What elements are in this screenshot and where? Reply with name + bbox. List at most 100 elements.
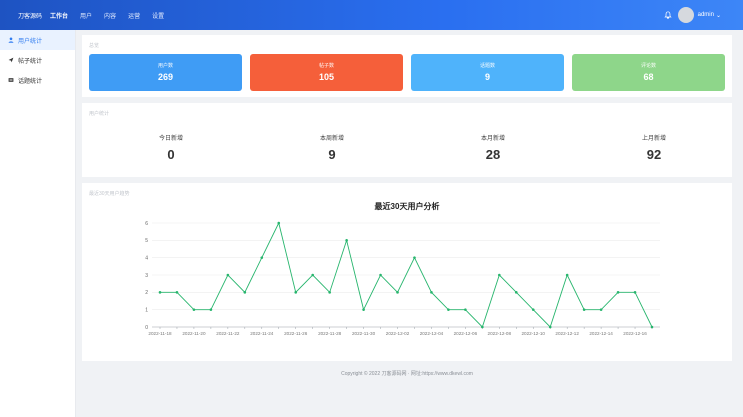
- data-point: [175, 291, 179, 294]
- growth-last-month: 上月新增 92: [594, 133, 714, 162]
- x-tick-label: 2022-11-24: [250, 331, 274, 336]
- top-navbar: 刀客源码 工作台 用户 内容 运营 设置 admin ⌄: [0, 0, 743, 30]
- x-tick-label: 2022-12-08: [488, 331, 512, 336]
- stat-card-users[interactable]: 用户数 269: [89, 54, 242, 91]
- growth-month: 本月新增 28: [433, 133, 553, 162]
- sidebar-item-post-stats[interactable]: 帖子统计: [0, 50, 75, 70]
- y-tick-label: 6: [145, 221, 148, 227]
- x-tick-label: 2022-11-26: [284, 331, 308, 336]
- data-point: [633, 291, 637, 294]
- bell-icon[interactable]: [664, 11, 673, 20]
- growth-label: 本周新增: [319, 136, 344, 142]
- user-growth-panel: 用户统计 今日新增 0 本周新增 9 本月新增 28 上月新增 92: [82, 103, 732, 177]
- trend-panel-title: 最近30天用户趋势: [89, 191, 130, 197]
- growth-value: 92: [646, 147, 662, 162]
- y-tick-label: 3: [145, 273, 148, 279]
- x-tick-label: 2022-12-12: [555, 331, 579, 336]
- stat-card-posts[interactable]: 帖子数 105: [250, 54, 403, 91]
- data-point: [514, 291, 518, 294]
- data-point: [531, 308, 535, 311]
- data-point: [396, 291, 399, 294]
- y-tick-label: 0: [145, 325, 148, 331]
- growth-label: 上月新增: [641, 136, 666, 142]
- sidebar-item-label: 用户统计: [18, 38, 43, 45]
- nav-item-users[interactable]: 用户: [80, 13, 93, 20]
- send-icon: [7, 57, 14, 64]
- line-chart: 0 1 2 3 4 5 6 2022-11-18 2022-11-20 2022-11-22 202…: [145, 221, 660, 336]
- growth-label: 本月新增: [480, 136, 505, 142]
- data-point: [413, 256, 416, 259]
- x-tick-label: 2022-11-28: [318, 331, 342, 336]
- stat-value: 105: [318, 72, 335, 82]
- user-growth-title: 用户统计: [89, 111, 110, 117]
- data-point: [447, 308, 450, 311]
- data-point: [328, 291, 331, 294]
- admin-username[interactable]: admin: [697, 12, 714, 18]
- nav-item-operations[interactable]: 运营: [128, 13, 141, 20]
- sidebar-item-label: 帖子统计: [18, 58, 43, 65]
- footer-copyright: Copyright © 2022 刀客源码网 · 网址:https://www.…: [341, 371, 473, 377]
- sidebar: 用户统计 帖子统计 话题统计: [0, 30, 76, 417]
- nav-item-settings[interactable]: 设置: [152, 13, 165, 20]
- x-tick-label: 2022-12-16: [623, 331, 647, 336]
- sidebar-item-label: 话题统计: [18, 78, 43, 85]
- data-point: [277, 221, 281, 225]
- brand-logo-text[interactable]: 刀客源码: [18, 13, 43, 20]
- data-point: [192, 308, 196, 311]
- growth-value: 28: [485, 147, 501, 162]
- data-point: [158, 291, 162, 294]
- data-point: [260, 256, 264, 259]
- data-point: [209, 308, 213, 311]
- avatar[interactable]: [677, 7, 694, 23]
- user-area: admin ⌄: [664, 0, 721, 30]
- data-point: [464, 308, 467, 311]
- stat-value: 9: [484, 72, 490, 82]
- data-point: [311, 273, 314, 277]
- data-point: [650, 325, 654, 329]
- nav-item-workbench[interactable]: 工作台: [50, 13, 69, 20]
- x-tick-label: 2022-12-10: [521, 331, 545, 336]
- overview-title: 总览: [89, 43, 100, 49]
- stat-value: 68: [643, 72, 654, 82]
- data-point: [294, 291, 298, 294]
- growth-today: 今日新增 0: [111, 133, 231, 162]
- x-tick-label: 2022-11-20: [182, 331, 206, 336]
- overview-panel: 总览 用户数 269 帖子数 105 话题数 9 评论数 68: [82, 35, 732, 97]
- data-point: [226, 273, 230, 277]
- nav-item-content[interactable]: 内容: [104, 13, 117, 20]
- stat-label: 用户数: [157, 63, 173, 69]
- x-tick-label: 2022-11-18: [148, 331, 172, 336]
- data-point: [565, 273, 569, 277]
- data-point: [599, 308, 603, 311]
- stat-label: 帖子数: [318, 63, 334, 69]
- main-nav: 工作台 用户 内容 运营 设置: [50, 11, 176, 20]
- chart-title: 最近30天用户分析: [374, 202, 440, 211]
- x-tick-label: 2022-12-04: [420, 331, 444, 336]
- growth-value: 9: [328, 147, 336, 162]
- growth-label: 今日新增: [158, 136, 183, 142]
- x-tick-label: 2022-12-02: [386, 331, 410, 336]
- data-point: [243, 291, 247, 294]
- stat-card-comments[interactable]: 评论数 68: [572, 54, 725, 91]
- x-tick-label: 2022-11-30: [352, 331, 376, 336]
- data-point: [481, 325, 484, 329]
- sidebar-item-user-stats[interactable]: 用户统计: [0, 30, 75, 50]
- y-tick-label: 2: [145, 290, 148, 296]
- trend-chart-panel: 最近30天用户趋势 最近30天用户分析 0 1 2 3 4 5 6 2022-11-18 202…: [82, 183, 732, 361]
- y-tick-label: 5: [145, 238, 148, 244]
- growth-week: 本周新增 9: [272, 133, 392, 162]
- data-point: [498, 273, 501, 277]
- series-line: [160, 221, 653, 328]
- stat-value: 269: [157, 72, 174, 82]
- chevron-down-icon[interactable]: ⌄: [715, 12, 721, 19]
- data-point: [379, 273, 382, 277]
- user-icon: [7, 37, 14, 44]
- x-tick-label: 2022-12-14: [589, 331, 613, 336]
- y-tick-label: 4: [145, 255, 148, 261]
- stat-label: 评论数: [640, 63, 656, 69]
- sidebar-item-topic-stats[interactable]: 话题统计: [0, 70, 75, 90]
- stat-card-topics[interactable]: 话题数 9: [411, 54, 564, 91]
- data-point: [616, 291, 620, 294]
- list-icon: [7, 77, 14, 84]
- y-tick-label: 1: [145, 307, 148, 313]
